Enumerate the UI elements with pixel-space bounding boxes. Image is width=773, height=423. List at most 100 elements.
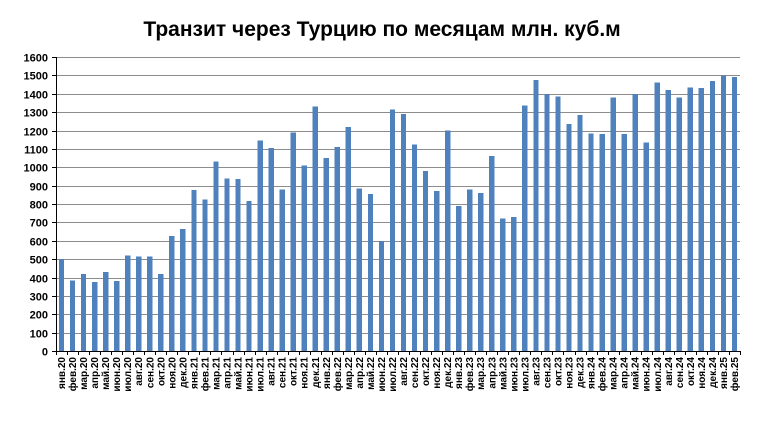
x-tick-label: май.23 [498, 357, 509, 390]
bar-окт.23 [555, 96, 561, 351]
bar-янв.21 [191, 190, 197, 351]
bar-ноя.23 [566, 124, 572, 351]
x-tick-label: дек.21 [311, 357, 322, 388]
x-tick-label: июн.20 [112, 357, 123, 392]
bar-май.20 [103, 271, 109, 351]
y-tick-label: 400 [30, 274, 48, 286]
bar-фев.25 [731, 77, 738, 352]
bar-сен.24 [676, 97, 682, 351]
bar-ноя.21 [301, 165, 307, 351]
bar-апр.23 [489, 156, 495, 351]
x-tick-label: дек.22 [443, 357, 454, 388]
bar-сен.20 [147, 256, 153, 351]
x-tick-label: окт.21 [289, 357, 300, 386]
x-tick-label: фев.23 [464, 357, 476, 392]
x-tick-label: дек.24 [708, 357, 719, 388]
x-tick-label: мар.20 [79, 357, 90, 390]
x-tick-label: авг.23 [531, 357, 542, 386]
y-tick-label: 700 [30, 218, 48, 230]
x-tick-label: июл.22 [388, 357, 399, 392]
x-tick-label: июл.20 [123, 357, 134, 392]
x-tick-label: сен.20 [145, 357, 156, 389]
x-tick-label: апр.24 [620, 357, 631, 389]
bar-дек.21 [312, 106, 318, 351]
bar-ноя.20 [169, 236, 175, 351]
x-tick-label: мар.24 [609, 357, 620, 390]
bar-авг.22 [400, 113, 407, 352]
bar-июн.20 [114, 281, 120, 351]
x-tick-label: сен.22 [410, 357, 421, 389]
x-tick-label: июн.22 [377, 357, 388, 392]
y-tick-label: 200 [30, 310, 48, 322]
bar-июн.24 [643, 142, 649, 351]
x-tick-label: сен.24 [675, 357, 686, 389]
bar-апр.20 [91, 282, 98, 351]
bar-мар.22 [345, 126, 352, 351]
bar-окт.24 [687, 87, 694, 351]
x-tick-label: июл.24 [653, 357, 664, 392]
x-tick-label: янв.23 [454, 357, 465, 389]
x-tick-label: ноя.21 [300, 357, 311, 389]
bar-мар.20 [80, 273, 87, 351]
bar-май.23 [500, 218, 506, 351]
x-tick-label: янв.25 [719, 357, 730, 389]
x-tick-label: янв.24 [587, 357, 598, 389]
bar-июл.21 [257, 140, 263, 351]
x-tick-label: окт.20 [156, 357, 167, 386]
bar-фев.21 [202, 199, 208, 351]
y-tick-label: 1400 [24, 90, 48, 102]
x-tick-label: сен.21 [278, 357, 289, 389]
bar-янв.25 [720, 75, 727, 352]
bar-мар.24 [610, 97, 616, 351]
bar-дек.24 [709, 80, 716, 351]
bar-май.24 [632, 93, 638, 351]
bar-дек.22 [445, 130, 451, 351]
bar-апр.21 [224, 178, 230, 351]
bar-июл.22 [389, 109, 396, 352]
x-tick-label: дек.20 [178, 357, 189, 388]
bar-авг.24 [665, 90, 671, 351]
axes [52, 57, 741, 355]
bar-май.22 [367, 193, 374, 351]
x-tick-label: фев.24 [597, 357, 609, 392]
x-tick-label: мар.22 [344, 357, 355, 390]
bar-июн.21 [246, 201, 252, 351]
x-tick-label: июн.24 [642, 357, 653, 392]
bar-сен.23 [544, 93, 550, 351]
x-tick-label: июл.21 [256, 357, 267, 392]
bar-фев.20 [69, 280, 76, 351]
bar-ноя.22 [433, 191, 440, 351]
x-tick-labels: янв.20 фев.20 мар.20 апр.20 май.20 июн.20 июл.… [57, 357, 741, 392]
y-tick-label: 1100 [24, 145, 48, 157]
x-tick-label: июн.21 [245, 357, 256, 392]
bar-июн.22 [378, 240, 385, 351]
x-tick-label: мар.23 [476, 357, 487, 390]
y-tick-label: 100 [30, 329, 48, 341]
x-tick-label: фев.21 [199, 357, 211, 392]
x-tick-label: июл.23 [520, 357, 531, 392]
bar-ноя.24 [698, 88, 705, 352]
x-tick-label: фев.20 [67, 357, 79, 392]
bar-окт.21 [290, 132, 296, 351]
x-tick-label: ноя.20 [167, 357, 178, 389]
x-tick-label: сен.23 [542, 357, 553, 389]
bar-окт.22 [422, 170, 429, 351]
bar-май.21 [235, 179, 241, 351]
bar-дек.20 [180, 228, 186, 351]
x-tick-label: дек.23 [576, 357, 587, 388]
bar-янв.22 [323, 158, 329, 351]
y-tick-label: 0 [42, 347, 48, 359]
y-tick-label: 900 [30, 182, 48, 194]
bar-июл.23 [522, 105, 528, 351]
x-tick-label: май.22 [366, 357, 377, 390]
x-tick-label: авг.21 [267, 357, 278, 386]
bar-сен.21 [279, 189, 285, 351]
y-tick-label: 600 [30, 237, 48, 249]
bar-июн.23 [511, 216, 517, 351]
y-tick-label: 1300 [24, 108, 48, 120]
y-tick-label: 1500 [24, 71, 48, 83]
bar-янв.20 [58, 259, 65, 352]
chart-title: Транзит через Турцию по месяцам млн. куб… [143, 18, 620, 41]
y-tick-label: 1200 [24, 127, 48, 139]
